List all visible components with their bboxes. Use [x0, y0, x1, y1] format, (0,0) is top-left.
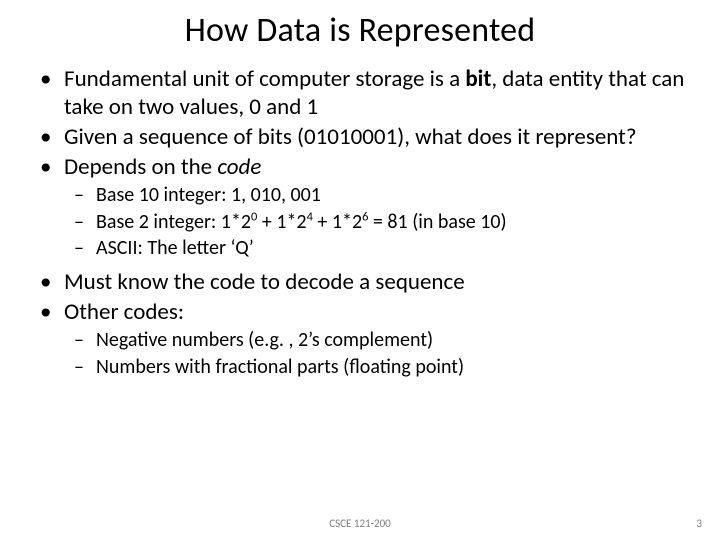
text: Numbers with fractional parts (floating … [96, 355, 464, 379]
text: ASCII: The letter ‘Q’ [96, 236, 254, 260]
bullet-item: Other codes: Negative numbers (e.g. , 2’… [64, 298, 690, 380]
footer-text: CSCE 121-200 [0, 517, 720, 530]
bullet-item: Depends on the code Base 10 integer: 1, … [64, 153, 690, 262]
sub-item: Negative numbers (e.g. , 2’s complement) [96, 328, 690, 354]
italic-text: code [217, 153, 261, 181]
bullet-item: Must know the code to decode a sequence [64, 268, 690, 296]
slide: How Data is Represented Fundamental unit… [0, 0, 720, 540]
text: + 1*2 [257, 210, 306, 234]
sub-item: Base 2 integer: 1*20 + 1*24 + 1*26 = 81 … [96, 210, 690, 236]
sub-item: Numbers with fractional parts (floating … [96, 355, 690, 381]
text: Base 2 integer: 1*2 [96, 210, 251, 234]
text: + 1*2 [313, 210, 362, 234]
text: Given a sequence of bits (01010001), wha… [64, 123, 637, 151]
slide-title: How Data is Represented [30, 10, 690, 51]
text: Must know the code to decode a sequence [64, 268, 465, 296]
page-number: 3 [696, 517, 702, 530]
text: Depends on the [64, 153, 217, 181]
text: Negative numbers (e.g. , 2’s complement) [96, 328, 433, 352]
sub-list: Negative numbers (e.g. , 2’s complement)… [64, 328, 690, 380]
text: = 81 (in base 10) [368, 210, 506, 234]
sub-item: ASCII: The letter ‘Q’ [96, 236, 690, 262]
sub-list: Base 10 integer: 1, 010, 001 Base 2 inte… [64, 183, 690, 262]
sub-item: Base 10 integer: 1, 010, 001 [96, 183, 690, 209]
bullet-item: Given a sequence of bits (01010001), wha… [64, 123, 690, 151]
bold-text: bit [465, 65, 491, 93]
bullet-list: Fundamental unit of computer storage is … [30, 65, 690, 380]
text: Other codes: [64, 298, 184, 326]
bullet-item: Fundamental unit of computer storage is … [64, 65, 690, 121]
text: Base 10 integer: 1, 010, 001 [96, 183, 321, 207]
text: Fundamental unit of computer storage is … [64, 65, 465, 93]
